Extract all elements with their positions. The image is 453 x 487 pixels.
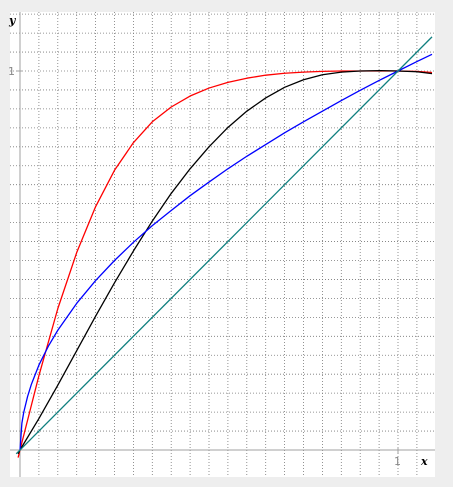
series-line-3 — [19, 53, 433, 451]
x-axis-label: x — [420, 455, 428, 468]
axes — [10, 12, 435, 477]
series-line-4 — [15, 36, 433, 455]
x-tick-label: 1 — [394, 455, 401, 468]
y-tick-label: 1 — [8, 65, 15, 78]
series-line-2 — [17, 69, 433, 455]
grid — [10, 12, 435, 477]
y-axis-label: y — [8, 14, 17, 27]
plot-background — [10, 12, 435, 477]
series-group — [15, 36, 433, 458]
